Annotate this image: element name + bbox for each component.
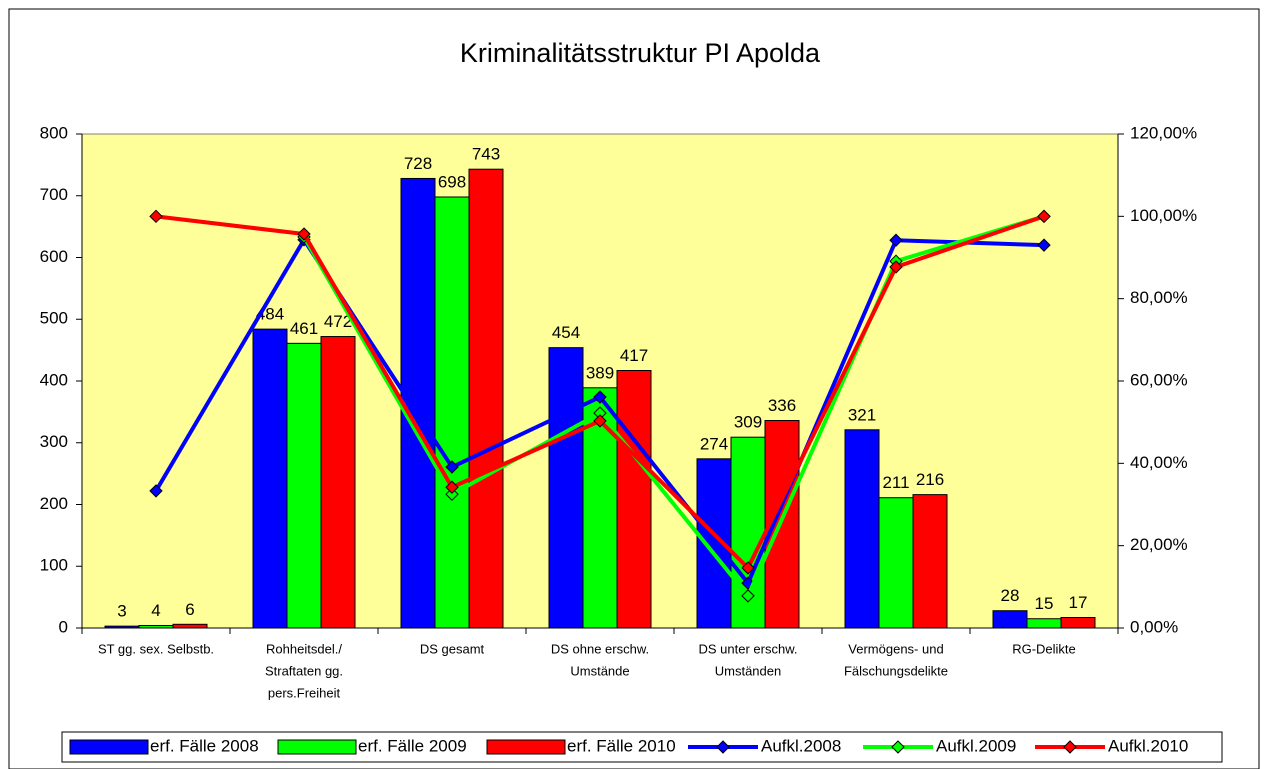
bar-value-label: 274	[700, 434, 728, 453]
x-tick-label: Umstände	[570, 663, 629, 678]
x-tick-label: Straftaten gg.	[265, 663, 343, 678]
bar-value-label: 3	[117, 602, 126, 621]
line-marker	[1037, 238, 1051, 252]
bar-value-label: 211	[882, 473, 909, 492]
legend-swatch	[486, 739, 566, 755]
y-tick-label: 700	[40, 185, 68, 204]
legend-label: erf. Fälle 2009	[358, 736, 467, 755]
legend-label: Aufkl.2009	[936, 736, 1016, 755]
y-tick-label: 400	[40, 370, 68, 389]
bar	[548, 347, 584, 629]
bar	[252, 328, 288, 629]
x-tick-label: DS ohne erschw.	[551, 641, 649, 656]
y2-tick-label: 100,00%	[1130, 206, 1197, 225]
x-tick-label: DS unter erschw.	[699, 641, 798, 656]
bar-value-label: 4	[151, 601, 160, 620]
y-tick-label: 500	[40, 309, 68, 328]
line-marker	[445, 480, 459, 494]
bar	[400, 177, 436, 629]
x-tick-label: Rohheitsdel./	[266, 641, 342, 656]
line-marker	[297, 227, 311, 241]
bar	[172, 623, 208, 629]
legend-marker	[716, 740, 730, 754]
legend-label: erf. Fälle 2010	[567, 736, 676, 755]
line-marker	[149, 209, 163, 224]
y-tick-label: 800	[40, 123, 68, 142]
legend-swatch	[277, 739, 357, 755]
line-marker	[593, 414, 607, 428]
bar-value-label: 728	[404, 154, 432, 173]
bar	[912, 494, 948, 629]
bar-value-label: 15	[1035, 594, 1054, 613]
y-tick-label: 200	[40, 494, 68, 513]
x-tick-label: Vermögens- und	[848, 641, 943, 656]
bar-value-label: 461	[290, 319, 318, 338]
bar	[468, 168, 504, 629]
bar	[320, 336, 356, 629]
line	[302, 214, 1045, 598]
bar	[878, 497, 914, 629]
bar	[992, 610, 1028, 629]
y2-tick-label: 120,00%	[1130, 123, 1197, 142]
legend-marker	[1063, 740, 1077, 754]
y2-tick-label: 20,00%	[1130, 535, 1188, 554]
line-marker	[741, 561, 755, 575]
legend-marker	[891, 740, 905, 754]
bar-value-label: 417	[620, 346, 648, 365]
x-tick-label: pers.Freiheit	[268, 685, 341, 700]
bar-value-label: 336	[768, 396, 796, 415]
bar-value-label: 28	[1001, 586, 1020, 605]
bar	[286, 342, 322, 629]
bar-value-label: 321	[848, 405, 876, 424]
bar	[434, 196, 470, 629]
y-tick-label: 100	[40, 556, 68, 575]
x-tick-label: DS gesamt	[420, 641, 485, 656]
y-tick-label: 300	[40, 432, 68, 451]
bar	[138, 625, 174, 629]
x-tick-label: Fälschungsdelikte	[844, 663, 948, 678]
bar-value-label: 743	[472, 145, 500, 164]
bar-value-label: 472	[324, 312, 352, 331]
line-marker	[445, 487, 459, 501]
line-marker	[889, 233, 903, 247]
y2-tick-label: 0,00%	[1130, 617, 1178, 636]
line-marker	[593, 390, 607, 404]
bar-value-label: 389	[586, 363, 614, 382]
bar-value-label: 309	[734, 413, 762, 432]
legend-box	[61, 731, 1223, 763]
y2-tick-label: 40,00%	[1130, 453, 1188, 472]
y2-tick-label: 80,00%	[1130, 288, 1188, 307]
bar	[104, 625, 140, 629]
legend-swatch	[69, 739, 149, 755]
line-marker	[1037, 209, 1051, 224]
bar-value-label: 454	[552, 323, 580, 342]
legend-label: Aufkl.2008	[761, 736, 841, 755]
chart-title: Kriminalitätsstruktur PI Apolda	[460, 38, 821, 68]
x-tick-label: Umständen	[715, 663, 781, 678]
x-tick-label: RG-Delikte	[1012, 641, 1076, 656]
y-tick-label: 600	[40, 247, 68, 266]
y2-tick-label: 60,00%	[1130, 370, 1188, 389]
bar	[844, 429, 880, 629]
line-marker	[889, 260, 903, 274]
bar-value-label: 216	[916, 470, 944, 489]
bar-value-label: 6	[185, 600, 194, 619]
y-tick-label: 0	[59, 617, 68, 636]
bar-value-label: 17	[1069, 593, 1088, 612]
bar	[1026, 618, 1062, 629]
x-tick-label: ST gg. sex. Selbstb.	[98, 641, 214, 656]
bar	[616, 370, 652, 629]
bar	[1060, 617, 1096, 629]
legend-label: Aufkl.2010	[1108, 736, 1188, 755]
bar-value-label: 698	[438, 172, 466, 191]
line-marker	[741, 589, 755, 603]
legend-label: erf. Fälle 2008	[150, 736, 259, 755]
line-marker	[149, 484, 163, 498]
line-marker	[445, 460, 459, 474]
